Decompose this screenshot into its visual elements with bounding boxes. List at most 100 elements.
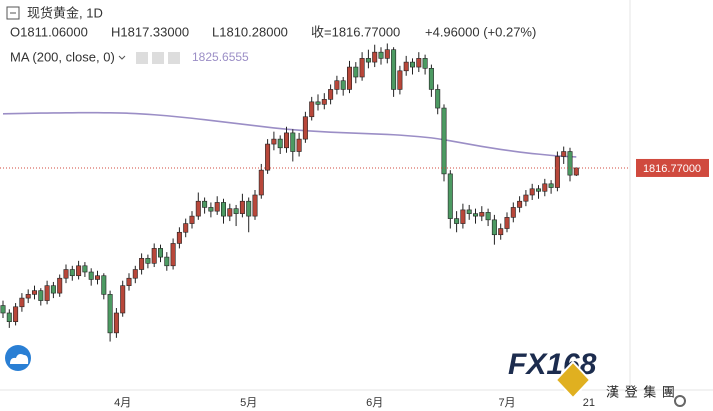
candle-body — [309, 101, 315, 118]
watermark-logo — [554, 360, 592, 400]
candle-body — [542, 183, 548, 192]
candle-body — [145, 258, 151, 264]
candle-body — [441, 107, 447, 175]
candle-body — [151, 248, 157, 264]
candle-body — [328, 89, 334, 100]
candle-body — [246, 200, 252, 217]
candle-body — [372, 51, 378, 63]
ma-menu-arrow[interactable] — [118, 55, 126, 60]
candle-body — [378, 51, 384, 59]
candle-body — [126, 277, 132, 286]
candle-body — [195, 200, 201, 217]
candle-body — [76, 265, 82, 277]
candle-body — [189, 215, 195, 224]
candle-body — [107, 294, 113, 334]
candle-body — [548, 183, 554, 188]
candle-body — [296, 138, 302, 152]
last-price-label: 1816.77000 — [643, 163, 701, 175]
plot-area — [0, 43, 579, 342]
candle-body — [391, 49, 397, 90]
candle-body — [233, 208, 239, 214]
candle-body — [208, 207, 214, 212]
candle-body — [435, 89, 441, 109]
x-tick-label: 7月 — [498, 397, 515, 409]
candle-body — [535, 188, 541, 192]
candle-body — [302, 116, 308, 140]
candle-body — [38, 290, 44, 301]
candle-body — [221, 202, 227, 217]
ohlc-open: O1811.06000 — [10, 24, 88, 39]
candle-body — [510, 207, 516, 218]
candle-body — [158, 248, 164, 258]
candle-body — [69, 269, 75, 277]
candle-body — [365, 58, 371, 63]
ma-line — [2, 111, 577, 158]
candle-body — [132, 269, 138, 279]
candle-body — [82, 265, 88, 273]
settings-gear[interactable] — [674, 395, 686, 407]
candle-body — [290, 132, 296, 152]
candle-body — [19, 297, 25, 308]
candle-body — [561, 151, 567, 157]
candle-body — [57, 277, 63, 294]
candle-body — [479, 212, 485, 217]
candle-body — [428, 68, 434, 90]
candle-body — [334, 80, 340, 90]
ohlc-high: H1817.33000 — [111, 24, 189, 39]
candle-body — [183, 223, 189, 233]
x-tick-label: 4月 — [114, 397, 131, 409]
ma-legend: MA (200, close, 0) — [10, 49, 115, 64]
candle-body — [170, 243, 176, 267]
candle-body — [472, 213, 478, 217]
symbol-title: 现货黄金, 1D — [27, 5, 103, 20]
ma-close-icon[interactable] — [168, 52, 180, 64]
candle-body — [504, 217, 510, 229]
candle-body — [227, 208, 233, 217]
ma-settings-icon[interactable] — [152, 52, 164, 64]
x-tick-label: 5月 — [240, 397, 257, 409]
candle-body — [554, 156, 560, 188]
candle-body — [101, 275, 107, 295]
watermark: FX168 漢 登 集 團 — [508, 348, 676, 400]
candle-body — [50, 285, 56, 294]
candle-body — [422, 58, 428, 69]
watermark-company: 漢 登 集 團 — [606, 384, 676, 399]
candle-body — [139, 258, 145, 270]
candle-body — [340, 80, 346, 90]
candle-body — [265, 143, 271, 171]
candle-body — [271, 138, 277, 145]
last-price-box — [636, 158, 709, 177]
candle-body — [454, 218, 460, 224]
ma-eye-icon[interactable] — [136, 52, 148, 64]
candle-body — [164, 256, 170, 267]
ma-value: 1825.6555 — [192, 50, 249, 64]
candle-body — [416, 58, 422, 68]
candle-body — [44, 285, 50, 301]
candle-body — [63, 269, 69, 279]
candle-body — [239, 200, 245, 214]
ohlc-change: +4.96000 (+0.27%) — [425, 24, 536, 39]
candle-body — [517, 200, 523, 208]
candle-body — [403, 61, 409, 72]
candle-body — [447, 173, 453, 219]
candle-body — [214, 202, 220, 212]
candle-body — [384, 49, 390, 59]
candle-body — [466, 209, 472, 214]
candle-body — [120, 285, 126, 314]
candle-body — [460, 209, 466, 224]
candle-body — [13, 306, 19, 322]
ohlc-low: L1810.28000 — [212, 24, 288, 39]
x-tick-label: 21 — [583, 397, 595, 409]
cloud-icon — [10, 354, 29, 364]
candle-body — [359, 58, 365, 78]
candle-body — [485, 212, 491, 221]
candle-body — [258, 169, 264, 196]
candle-body — [523, 194, 529, 202]
candle-body — [6, 312, 12, 322]
collapse-icon[interactable] — [6, 6, 20, 20]
candle-body — [529, 188, 535, 196]
candle-body — [353, 66, 359, 78]
candle-body — [0, 305, 6, 314]
candle-body — [498, 228, 504, 236]
